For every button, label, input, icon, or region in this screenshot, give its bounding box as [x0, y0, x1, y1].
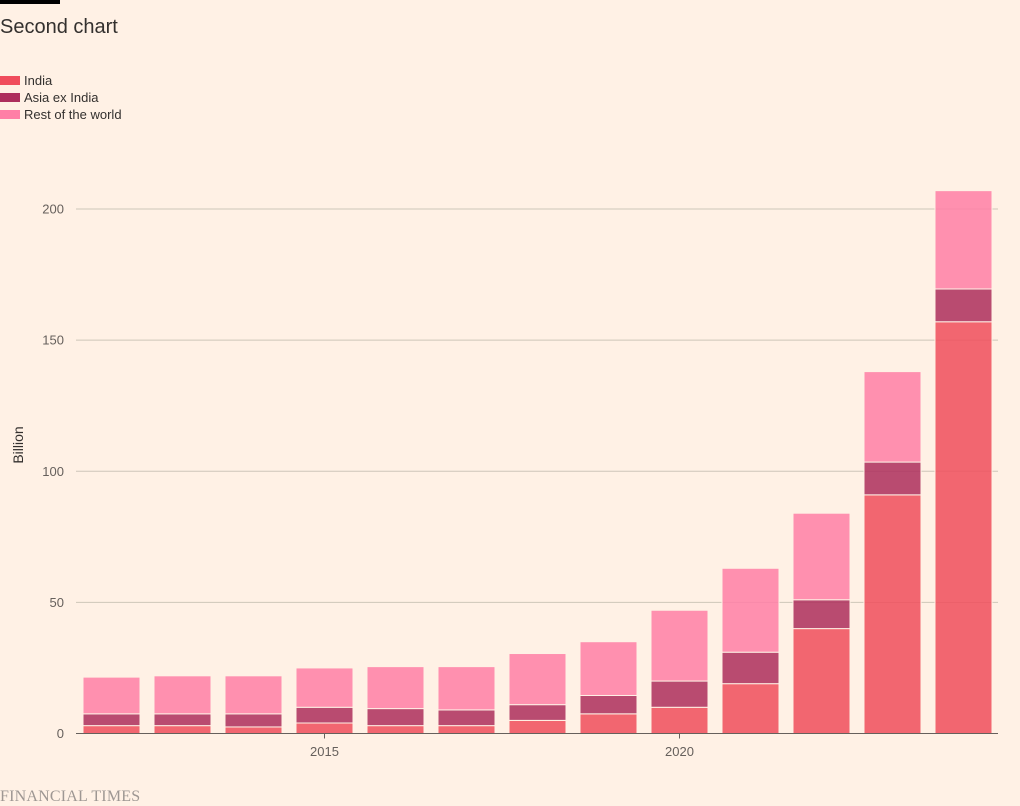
axes: 0 50 100 150 200 2015 2020 — [42, 202, 998, 759]
bar-india-2014 — [224, 726, 283, 734]
bar-asia-ex-india-2022 — [792, 599, 851, 630]
legend-item-asia-ex-india: Asia ex India — [0, 89, 122, 106]
bar-rest-of-world-2021 — [721, 567, 780, 653]
x-tick-label: 2015 — [310, 744, 339, 759]
legend-swatch-asia-ex-india — [0, 93, 20, 102]
legend-label-rest-of-world: Rest of the world — [24, 107, 122, 122]
chart-title: Second chart — [0, 16, 118, 38]
top-accent-bar — [0, 0, 60, 4]
legend-swatch-rest-of-world — [0, 110, 20, 119]
bar-rest-of-world-2013 — [153, 675, 212, 715]
bar-india-2024 — [934, 321, 993, 734]
y-tick-label: 100 — [42, 464, 64, 479]
bar-india-2022 — [792, 628, 851, 734]
bar-rest-of-world-2012 — [82, 676, 141, 715]
bar-india-2015 — [295, 722, 354, 735]
bar-asia-ex-india-2014 — [224, 713, 283, 728]
bar-rest-of-world-2024 — [934, 190, 993, 290]
bar-rest-of-world-2019 — [579, 641, 638, 696]
bar-india-2019 — [579, 713, 638, 734]
legend-label-asia-ex-india: Asia ex India — [24, 90, 99, 105]
legend-item-rest-of-world: Rest of the world — [0, 106, 122, 123]
bar-india-2013 — [153, 725, 212, 735]
bar-india-2018 — [508, 719, 567, 735]
x-tick-label: 2020 — [665, 744, 694, 759]
gridlines — [76, 208, 998, 603]
bar-asia-ex-india-2012 — [82, 713, 141, 727]
bar-asia-ex-india-2018 — [508, 704, 567, 721]
bars — [82, 190, 993, 735]
bar-rest-of-world-2016 — [366, 666, 425, 710]
bar-rest-of-world-2018 — [508, 653, 567, 706]
y-tick-label: 200 — [42, 202, 64, 217]
bar-india-2016 — [366, 725, 425, 735]
y-tick-label: 0 — [57, 726, 64, 741]
y-tick-label: 150 — [42, 333, 64, 348]
bar-india-2021 — [721, 683, 780, 734]
bar-rest-of-world-2015 — [295, 667, 354, 708]
bar-asia-ex-india-2024 — [934, 288, 993, 323]
bar-india-2023 — [863, 494, 922, 735]
bar-india-2020 — [650, 706, 709, 735]
bar-asia-ex-india-2013 — [153, 713, 212, 727]
bar-asia-ex-india-2015 — [295, 706, 354, 724]
bar-asia-ex-india-2017 — [437, 709, 496, 727]
bar-asia-ex-india-2021 — [721, 651, 780, 685]
y-tick-label: 50 — [50, 595, 64, 610]
bar-rest-of-world-2017 — [437, 666, 496, 711]
legend-swatch-india — [0, 76, 20, 85]
bar-asia-ex-india-2016 — [366, 708, 425, 727]
legend-item-india: India — [0, 72, 122, 89]
bar-rest-of-world-2014 — [224, 675, 283, 715]
bar-rest-of-world-2023 — [863, 371, 922, 463]
bar-asia-ex-india-2019 — [579, 694, 638, 715]
legend-label-india: India — [24, 73, 53, 88]
bar-rest-of-world-2022 — [792, 512, 851, 601]
source-logo: FINANCIAL TIMES — [0, 788, 141, 805]
bar-asia-ex-india-2023 — [863, 461, 922, 496]
bar-india-2017 — [437, 725, 496, 735]
bar-rest-of-world-2020 — [650, 609, 709, 682]
bar-asia-ex-india-2020 — [650, 680, 709, 708]
bar-india-2012 — [82, 725, 141, 735]
legend: India Asia ex India Rest of the world — [0, 72, 122, 123]
